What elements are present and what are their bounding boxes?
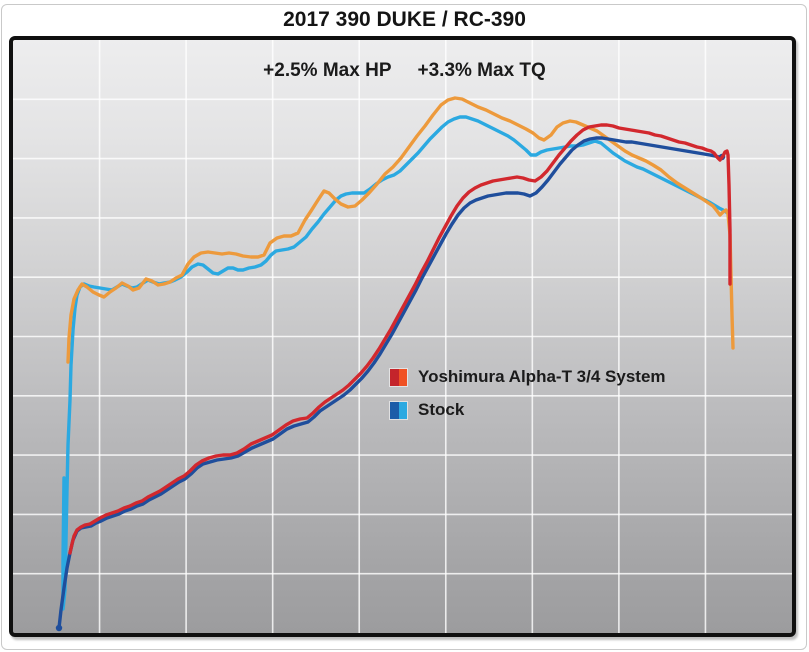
stock-color-swatch-icon (390, 401, 407, 419)
page-title: 2017 390 DUKE / RC-390 (283, 8, 526, 31)
yoshimura-color-swatch-icon (390, 368, 407, 386)
legend-label-yoshimura: Yoshimura Alpha-T 3/4 System (418, 367, 666, 386)
plot-area (9, 36, 796, 637)
legend-label-stock: Stock (418, 400, 465, 419)
max-hp-gain-label: +2.5% Max HP (263, 60, 392, 81)
legend-item-stock: Stock (390, 400, 666, 420)
max-tq-gain-label: +3.3% Max TQ (417, 60, 546, 81)
legend-item-yoshimura: Yoshimura Alpha-T 3/4 System (390, 367, 666, 387)
gain-annotation: +2.5% Max HP +3.3% Max TQ (0, 60, 809, 82)
legend: Yoshimura Alpha-T 3/4 System Stock (390, 367, 666, 420)
